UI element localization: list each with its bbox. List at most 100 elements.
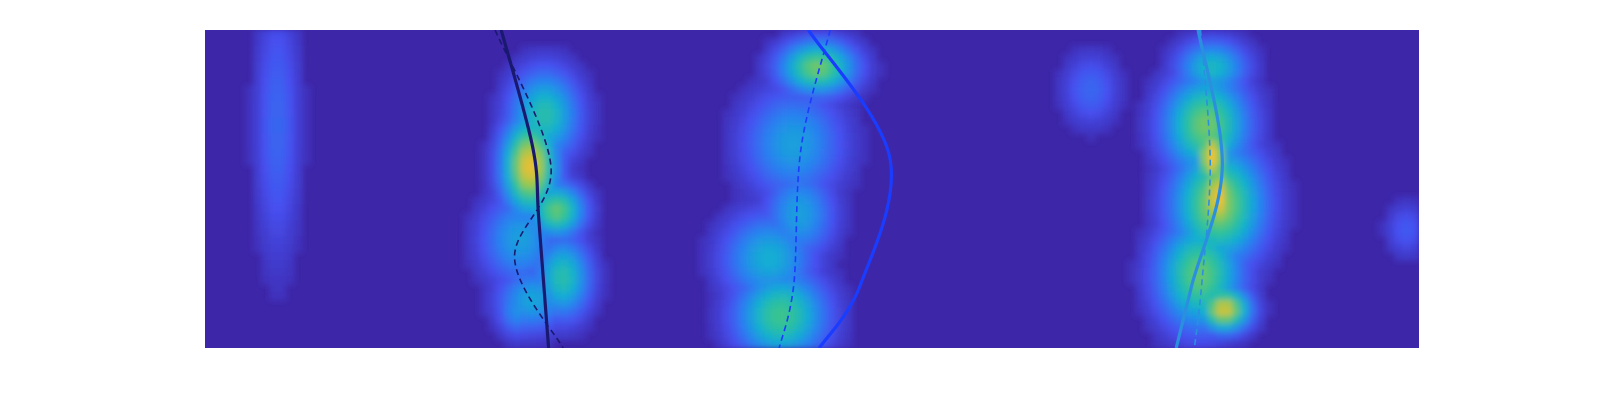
heat-cell — [1183, 315, 1193, 325]
heat-cell — [1264, 164, 1274, 174]
heat-cell — [835, 323, 845, 333]
heat-cell — [1224, 323, 1234, 333]
heat-cell — [1232, 93, 1242, 103]
heat-cell — [520, 172, 530, 182]
heat-cell — [714, 339, 724, 348]
heat-cell — [706, 315, 716, 325]
heat-cell — [1199, 172, 1210, 182]
heat-cell — [754, 228, 764, 238]
heat-cell — [787, 45, 797, 55]
heat-cell — [1151, 323, 1161, 333]
heat-cell — [1151, 299, 1161, 309]
heat-cell — [835, 61, 845, 71]
heat-cell — [1159, 323, 1169, 333]
heat-cell — [536, 180, 546, 190]
heat-cell — [1159, 331, 1169, 341]
heat-cell — [787, 77, 797, 87]
heat-cell — [269, 188, 279, 198]
heat-cell — [544, 180, 554, 190]
heat-cell — [746, 156, 756, 166]
heat-cell — [1386, 244, 1396, 254]
heat-cell — [1159, 53, 1169, 63]
heat-cell — [835, 45, 845, 55]
heat-cell — [714, 283, 724, 293]
heat-cell — [835, 339, 845, 348]
heat-cell — [738, 140, 748, 150]
heat-cell — [487, 109, 497, 118]
heat-cell — [730, 132, 740, 142]
heat-cell — [1159, 283, 1169, 293]
heat-cell — [730, 93, 740, 103]
heat-cell — [714, 220, 724, 230]
heat-cell — [730, 299, 740, 309]
heat-cell — [746, 77, 756, 87]
heat-cell — [301, 124, 311, 134]
heat-cell — [293, 53, 303, 63]
heat-cell — [301, 93, 311, 103]
heat-cell — [1199, 93, 1210, 103]
heat-cell — [293, 101, 303, 110]
heat-cell — [787, 323, 797, 333]
heat-cell — [1232, 339, 1242, 348]
heat-cell — [487, 236, 497, 246]
heat-cell — [269, 283, 279, 293]
heat-cell — [552, 140, 562, 150]
heat-cell — [698, 244, 708, 254]
heat-cell — [463, 260, 473, 269]
heat-cell — [1240, 124, 1250, 134]
heat-cell — [1248, 116, 1258, 126]
heat-cell — [1191, 77, 1201, 87]
heat-cell — [1386, 236, 1396, 246]
heat-cell — [722, 204, 732, 214]
heat-cell — [1167, 45, 1177, 55]
heat-cell — [568, 116, 578, 126]
heat-cell — [503, 180, 514, 190]
heat-cell — [1280, 188, 1290, 198]
heat-cell — [1386, 212, 1396, 222]
heat-cell — [584, 77, 594, 87]
heat-cell — [269, 244, 279, 254]
heat-cell — [544, 85, 554, 95]
heat-cell — [536, 268, 546, 277]
heat-cell — [771, 93, 781, 103]
heat-cell — [503, 77, 514, 87]
heat-cell — [544, 196, 554, 206]
heat-cell — [1183, 323, 1193, 333]
heat-cell — [536, 85, 546, 95]
heat-cell — [1094, 45, 1104, 55]
heat-cell — [738, 268, 748, 277]
heat-cell — [779, 61, 789, 71]
heat-cell — [261, 101, 271, 110]
heat-cell — [560, 53, 570, 63]
heat-cell — [827, 236, 837, 246]
heat-cell — [819, 323, 829, 333]
heat-cell — [1135, 140, 1145, 150]
heat-cell — [827, 315, 837, 325]
heat-cell — [592, 275, 603, 285]
heat-cell — [277, 109, 287, 118]
heat-cell — [576, 315, 586, 325]
heat-cell — [795, 283, 805, 293]
heat-cell — [1143, 101, 1153, 110]
heat-cell — [261, 30, 271, 39]
heat-cell — [1167, 164, 1177, 174]
heat-cell — [1264, 196, 1274, 206]
heat-cell — [1159, 212, 1169, 222]
heat-cell — [835, 268, 845, 277]
heat-cell — [520, 339, 530, 348]
heat-cell — [552, 291, 562, 301]
heat-cell — [762, 252, 773, 262]
heat-cell — [1086, 53, 1096, 63]
heat-cell — [1402, 220, 1412, 230]
heat-cell — [1159, 156, 1169, 166]
heat-cell — [827, 220, 837, 230]
heat-cell — [811, 315, 821, 325]
heat-cell — [1183, 140, 1193, 150]
heat-cell — [253, 212, 263, 222]
heat-cell — [520, 93, 530, 103]
heat-cell — [803, 268, 813, 277]
heat-cell — [576, 299, 586, 309]
heat-cell — [544, 283, 554, 293]
heat-cell — [1175, 275, 1185, 285]
heat-cell — [1199, 30, 1210, 39]
